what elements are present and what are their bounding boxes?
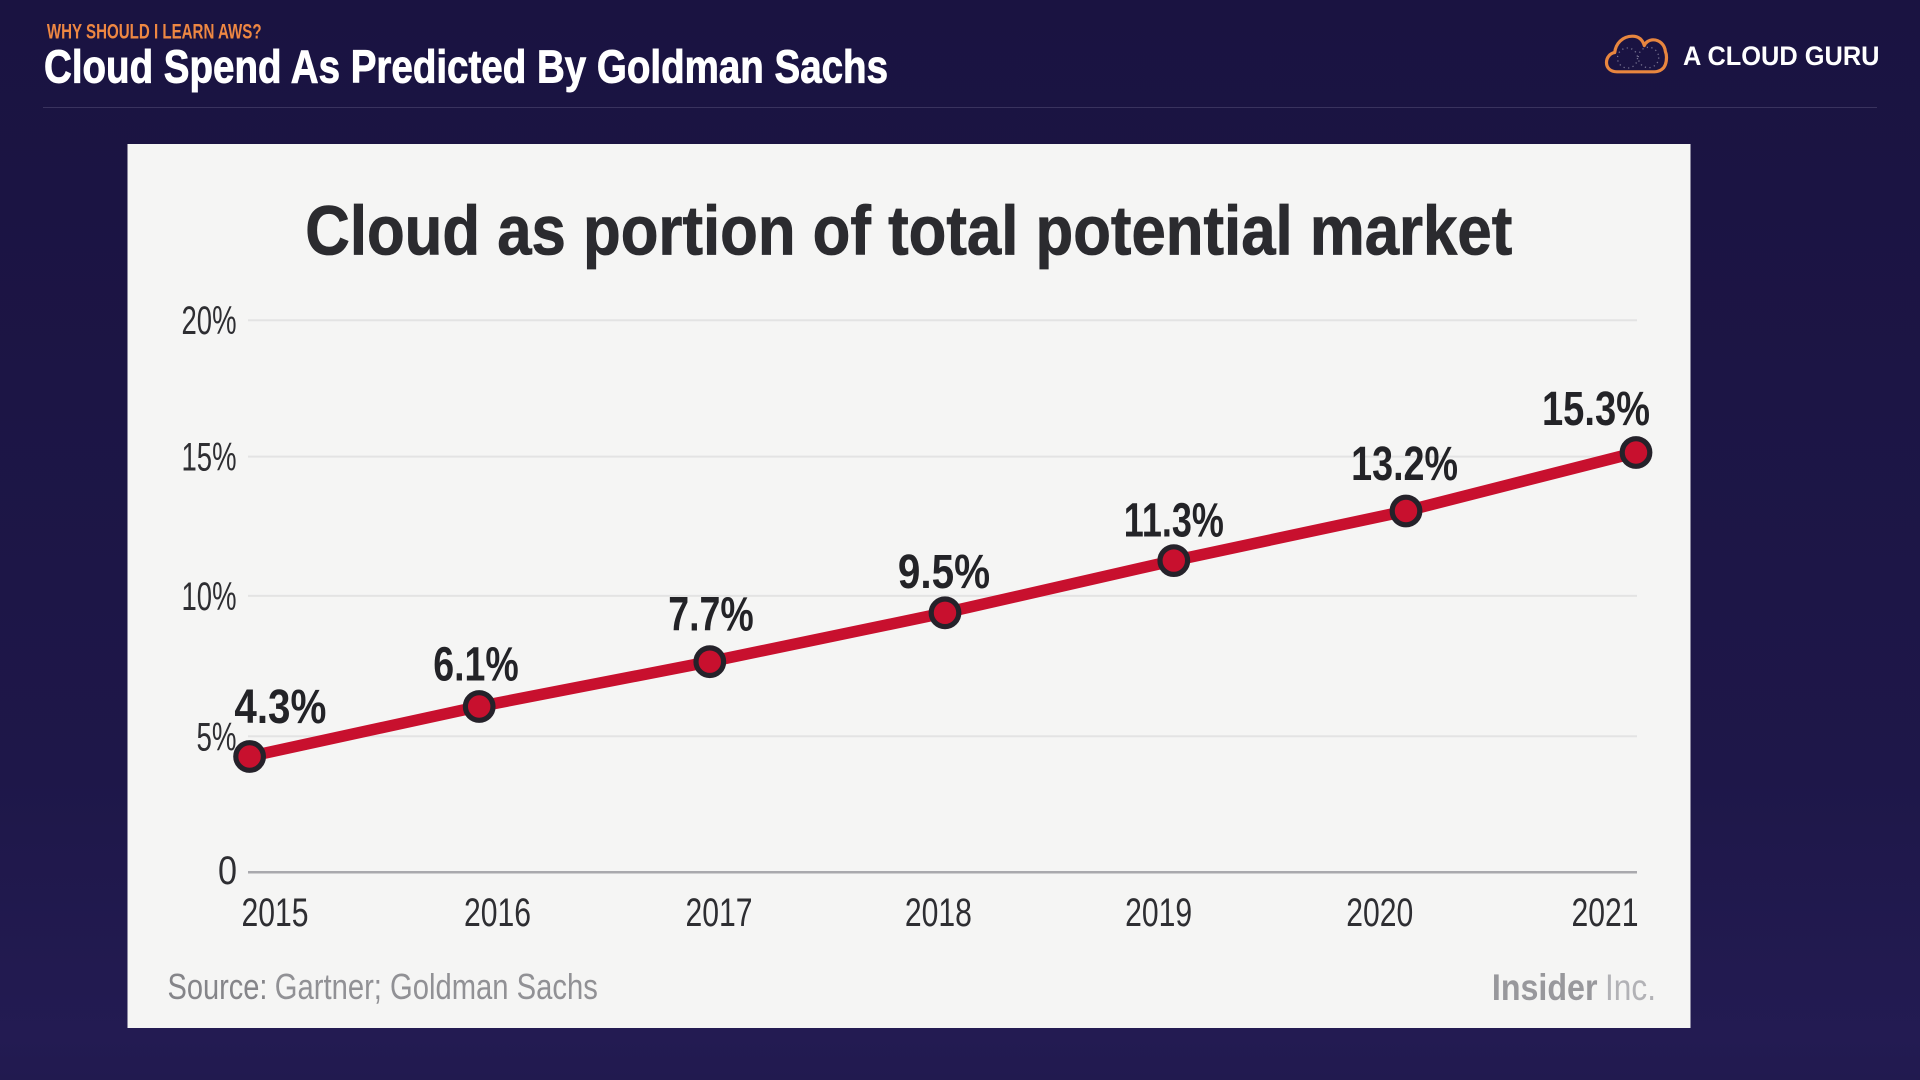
svg-text:Cloud Spend As Predicted By Go: Cloud Spend As Predicted By Goldman Sach… (44, 40, 888, 92)
svg-text:Insider: Insider (1492, 967, 1598, 1008)
svg-text:20%: 20% (182, 299, 237, 343)
svg-text:15%: 15% (182, 436, 237, 480)
svg-text:15.3%: 15.3% (1542, 383, 1650, 436)
svg-text:0: 0 (218, 849, 237, 893)
svg-text:A CLOUD GURU: A CLOUD GURU (1683, 41, 1880, 71)
svg-text:6.1%: 6.1% (433, 638, 519, 691)
svg-text:7.7%: 7.7% (668, 589, 753, 642)
svg-text:13.2%: 13.2% (1351, 438, 1458, 491)
svg-text:9.5%: 9.5% (898, 546, 990, 599)
svg-text:Source:: Source: (168, 966, 268, 1007)
svg-text:Cloud as portion of total pote: Cloud as portion of total potential mark… (305, 192, 1512, 270)
svg-text:Gartner; Goldman Sachs: Gartner; Goldman Sachs (275, 966, 598, 1007)
svg-text:2019: 2019 (1125, 891, 1192, 935)
svg-text:WHY SHOULD I LEARN AWS?: WHY SHOULD I LEARN AWS? (47, 21, 262, 44)
svg-text:10%: 10% (182, 575, 237, 619)
svg-text:2016: 2016 (464, 891, 531, 935)
svg-text:2020: 2020 (1346, 891, 1413, 935)
svg-text:2017: 2017 (686, 891, 753, 935)
svg-text:2018: 2018 (905, 891, 972, 935)
svg-text:11.3%: 11.3% (1124, 494, 1224, 547)
svg-text:2015: 2015 (242, 891, 309, 935)
svg-text:5%: 5% (197, 715, 237, 759)
svg-text:4.3%: 4.3% (234, 681, 326, 734)
svg-text:Inc.: Inc. (1605, 967, 1656, 1008)
svg-text:2021: 2021 (1572, 891, 1639, 935)
